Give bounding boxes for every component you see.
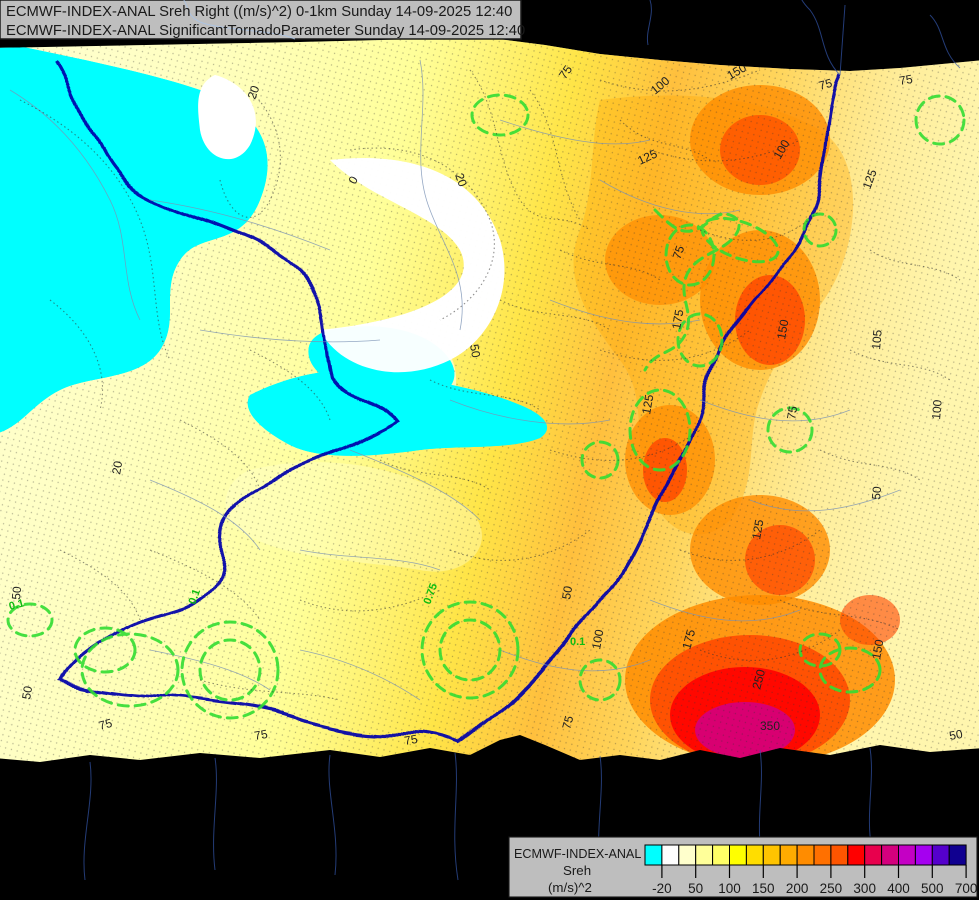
svg-text:50: 50 xyxy=(19,685,35,701)
svg-text:350: 350 xyxy=(760,719,780,733)
svg-text:75: 75 xyxy=(253,727,269,743)
svg-text:250: 250 xyxy=(820,881,843,896)
svg-text:(m/s)^2: (m/s)^2 xyxy=(548,880,592,895)
svg-text:50: 50 xyxy=(9,585,24,600)
svg-text:ECMWF-INDEX-ANAL: ECMWF-INDEX-ANAL xyxy=(514,847,641,861)
svg-text:75: 75 xyxy=(898,72,914,88)
svg-text:400: 400 xyxy=(887,881,910,896)
svg-text:100: 100 xyxy=(718,881,741,896)
svg-text:50: 50 xyxy=(688,881,703,896)
svg-text:Sreh: Sreh xyxy=(563,863,591,878)
svg-text:ECMWF-INDEX-ANAL SignificantTo: ECMWF-INDEX-ANAL SignificantTornadoParam… xyxy=(6,23,525,39)
svg-text:700: 700 xyxy=(955,881,978,896)
svg-text:0.1: 0.1 xyxy=(570,636,585,648)
svg-text:50: 50 xyxy=(869,485,884,500)
svg-text:50: 50 xyxy=(467,343,483,359)
svg-text:20: 20 xyxy=(109,460,125,476)
svg-text:50: 50 xyxy=(559,585,575,601)
svg-text:50: 50 xyxy=(948,727,964,743)
svg-text:150: 150 xyxy=(752,881,775,896)
svg-text:300: 300 xyxy=(853,881,876,896)
svg-text:105: 105 xyxy=(869,329,885,350)
svg-text:75: 75 xyxy=(403,732,419,748)
svg-text:75: 75 xyxy=(784,405,800,421)
svg-text:200: 200 xyxy=(786,881,809,896)
svg-text:ECMWF-INDEX-ANAL Sreh Right ((: ECMWF-INDEX-ANAL Sreh Right ((m/s)^2) 0-… xyxy=(6,4,512,20)
svg-text:500: 500 xyxy=(921,881,944,896)
svg-text:-20: -20 xyxy=(652,881,672,896)
svg-text:100: 100 xyxy=(929,399,945,420)
